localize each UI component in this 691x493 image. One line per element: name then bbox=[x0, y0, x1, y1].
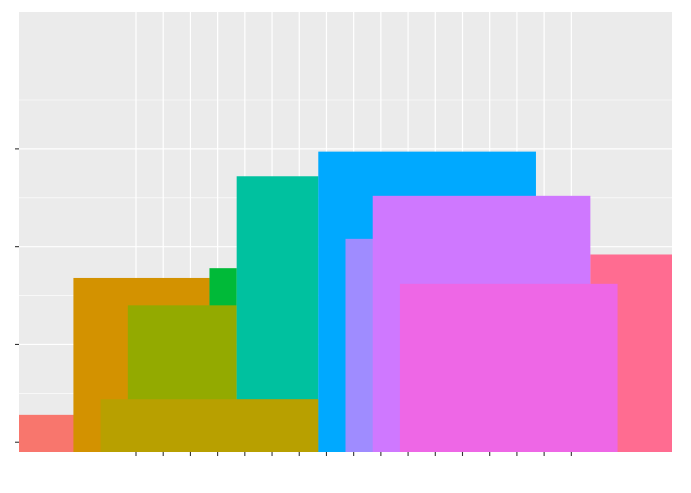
data-rect-11 bbox=[100, 399, 319, 452]
data-rect-12 bbox=[399, 283, 618, 452]
axis-ticks bbox=[15, 148, 572, 456]
data-rectangles bbox=[19, 151, 672, 453]
